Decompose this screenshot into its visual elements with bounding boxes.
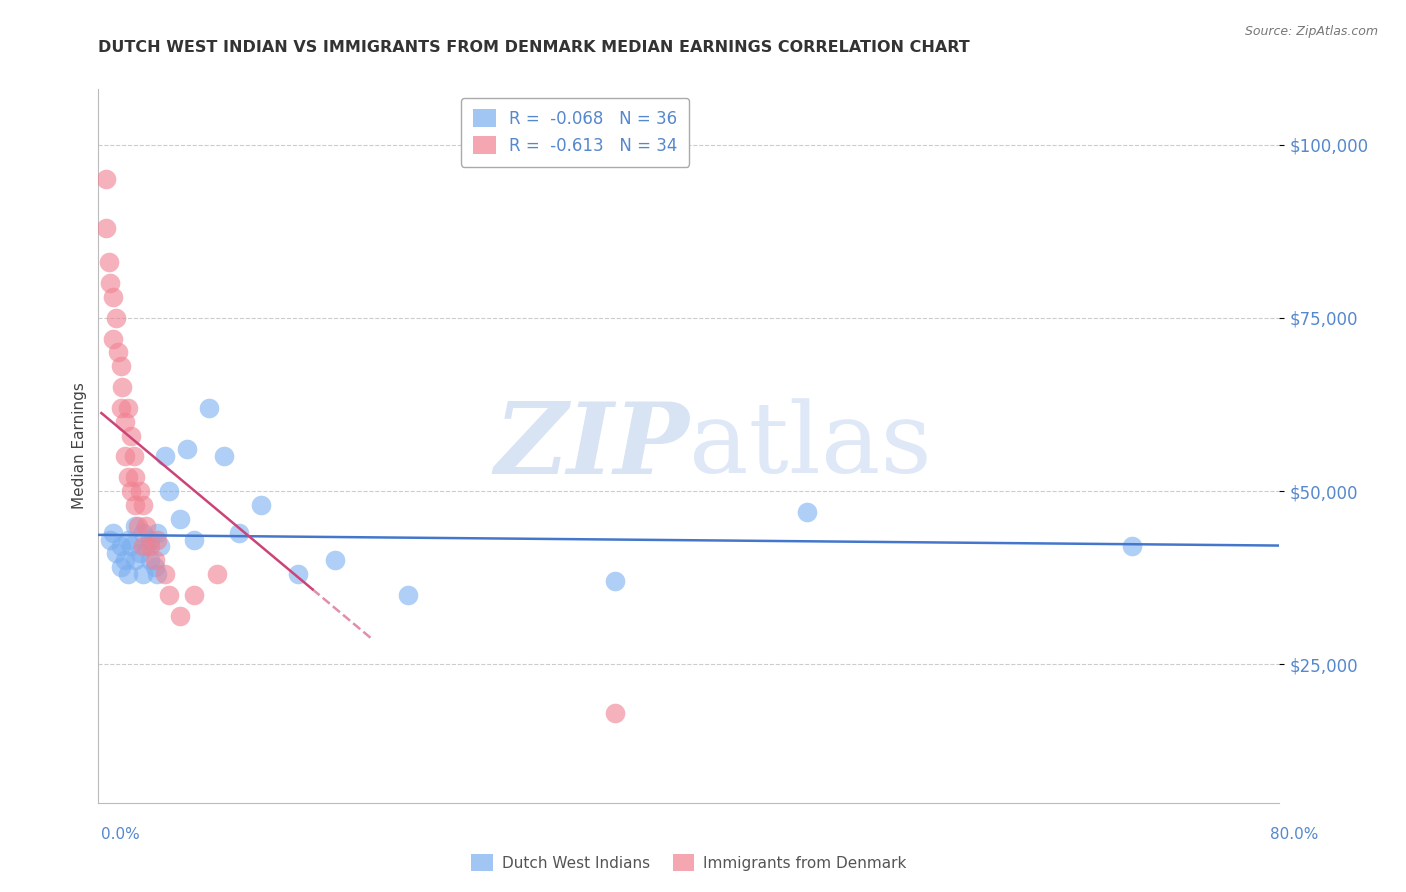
Text: Source: ZipAtlas.com: Source: ZipAtlas.com: [1244, 25, 1378, 38]
Point: [139, 533, 162, 547]
Point: [124, 553, 146, 567]
Point: [128, 546, 150, 560]
Point: [146, 533, 169, 547]
Point: [110, 540, 132, 554]
Point: [105, 546, 128, 560]
Text: ZIP: ZIP: [494, 398, 689, 494]
Point: [132, 567, 155, 582]
Text: DUTCH WEST INDIAN VS IMMIGRANTS FROM DENMARK MEDIAN EARNINGS CORRELATION CHART: DUTCH WEST INDIAN VS IMMIGRANTS FROM DEN…: [98, 40, 970, 55]
Point: [323, 553, 346, 567]
Point: [183, 588, 205, 602]
Point: [122, 450, 145, 464]
Point: [183, 533, 205, 547]
Point: [97, 255, 120, 269]
Point: [103, 525, 125, 540]
Point: [146, 567, 169, 582]
Point: [605, 574, 627, 588]
Point: [149, 540, 172, 554]
Point: [107, 345, 129, 359]
Point: [796, 505, 818, 519]
Point: [120, 483, 142, 498]
Point: [605, 706, 627, 720]
Point: [94, 220, 117, 235]
Point: [110, 560, 132, 574]
Point: [117, 470, 139, 484]
Point: [287, 567, 309, 582]
Text: 80.0%: 80.0%: [1271, 827, 1319, 841]
Text: 0.0%: 0.0%: [101, 827, 141, 841]
Point: [135, 540, 157, 554]
Point: [132, 540, 155, 554]
Point: [124, 518, 146, 533]
Point: [117, 401, 139, 415]
Point: [98, 276, 121, 290]
Point: [228, 525, 250, 540]
Point: [128, 483, 150, 498]
Point: [139, 540, 162, 554]
Legend: Dutch West Indians, Immigrants from Denmark: Dutch West Indians, Immigrants from Denm…: [465, 848, 912, 877]
Point: [205, 567, 228, 582]
Point: [1121, 540, 1143, 554]
Point: [153, 567, 176, 582]
Point: [103, 332, 125, 346]
Point: [157, 483, 180, 498]
Point: [114, 450, 136, 464]
Point: [169, 512, 191, 526]
Point: [143, 560, 166, 574]
Point: [114, 415, 136, 429]
Point: [117, 567, 139, 582]
Point: [98, 533, 121, 547]
Point: [114, 553, 136, 567]
Point: [124, 498, 146, 512]
Point: [169, 608, 191, 623]
Point: [94, 172, 117, 186]
Point: [143, 553, 166, 567]
Point: [110, 359, 132, 374]
Point: [146, 525, 169, 540]
Point: [120, 428, 142, 442]
Point: [124, 470, 146, 484]
Point: [198, 401, 221, 415]
Y-axis label: Median Earnings: Median Earnings: [72, 383, 87, 509]
Text: atlas: atlas: [689, 398, 932, 494]
Point: [157, 588, 180, 602]
Point: [105, 310, 128, 325]
Point: [139, 553, 162, 567]
Point: [135, 518, 157, 533]
Point: [117, 533, 139, 547]
Point: [132, 498, 155, 512]
Point: [250, 498, 273, 512]
Point: [153, 450, 176, 464]
Point: [127, 518, 149, 533]
Point: [212, 450, 235, 464]
Point: [111, 380, 134, 394]
Point: [396, 588, 419, 602]
Point: [110, 401, 132, 415]
Point: [132, 525, 155, 540]
Point: [103, 290, 125, 304]
Point: [176, 442, 198, 457]
Point: [120, 540, 142, 554]
